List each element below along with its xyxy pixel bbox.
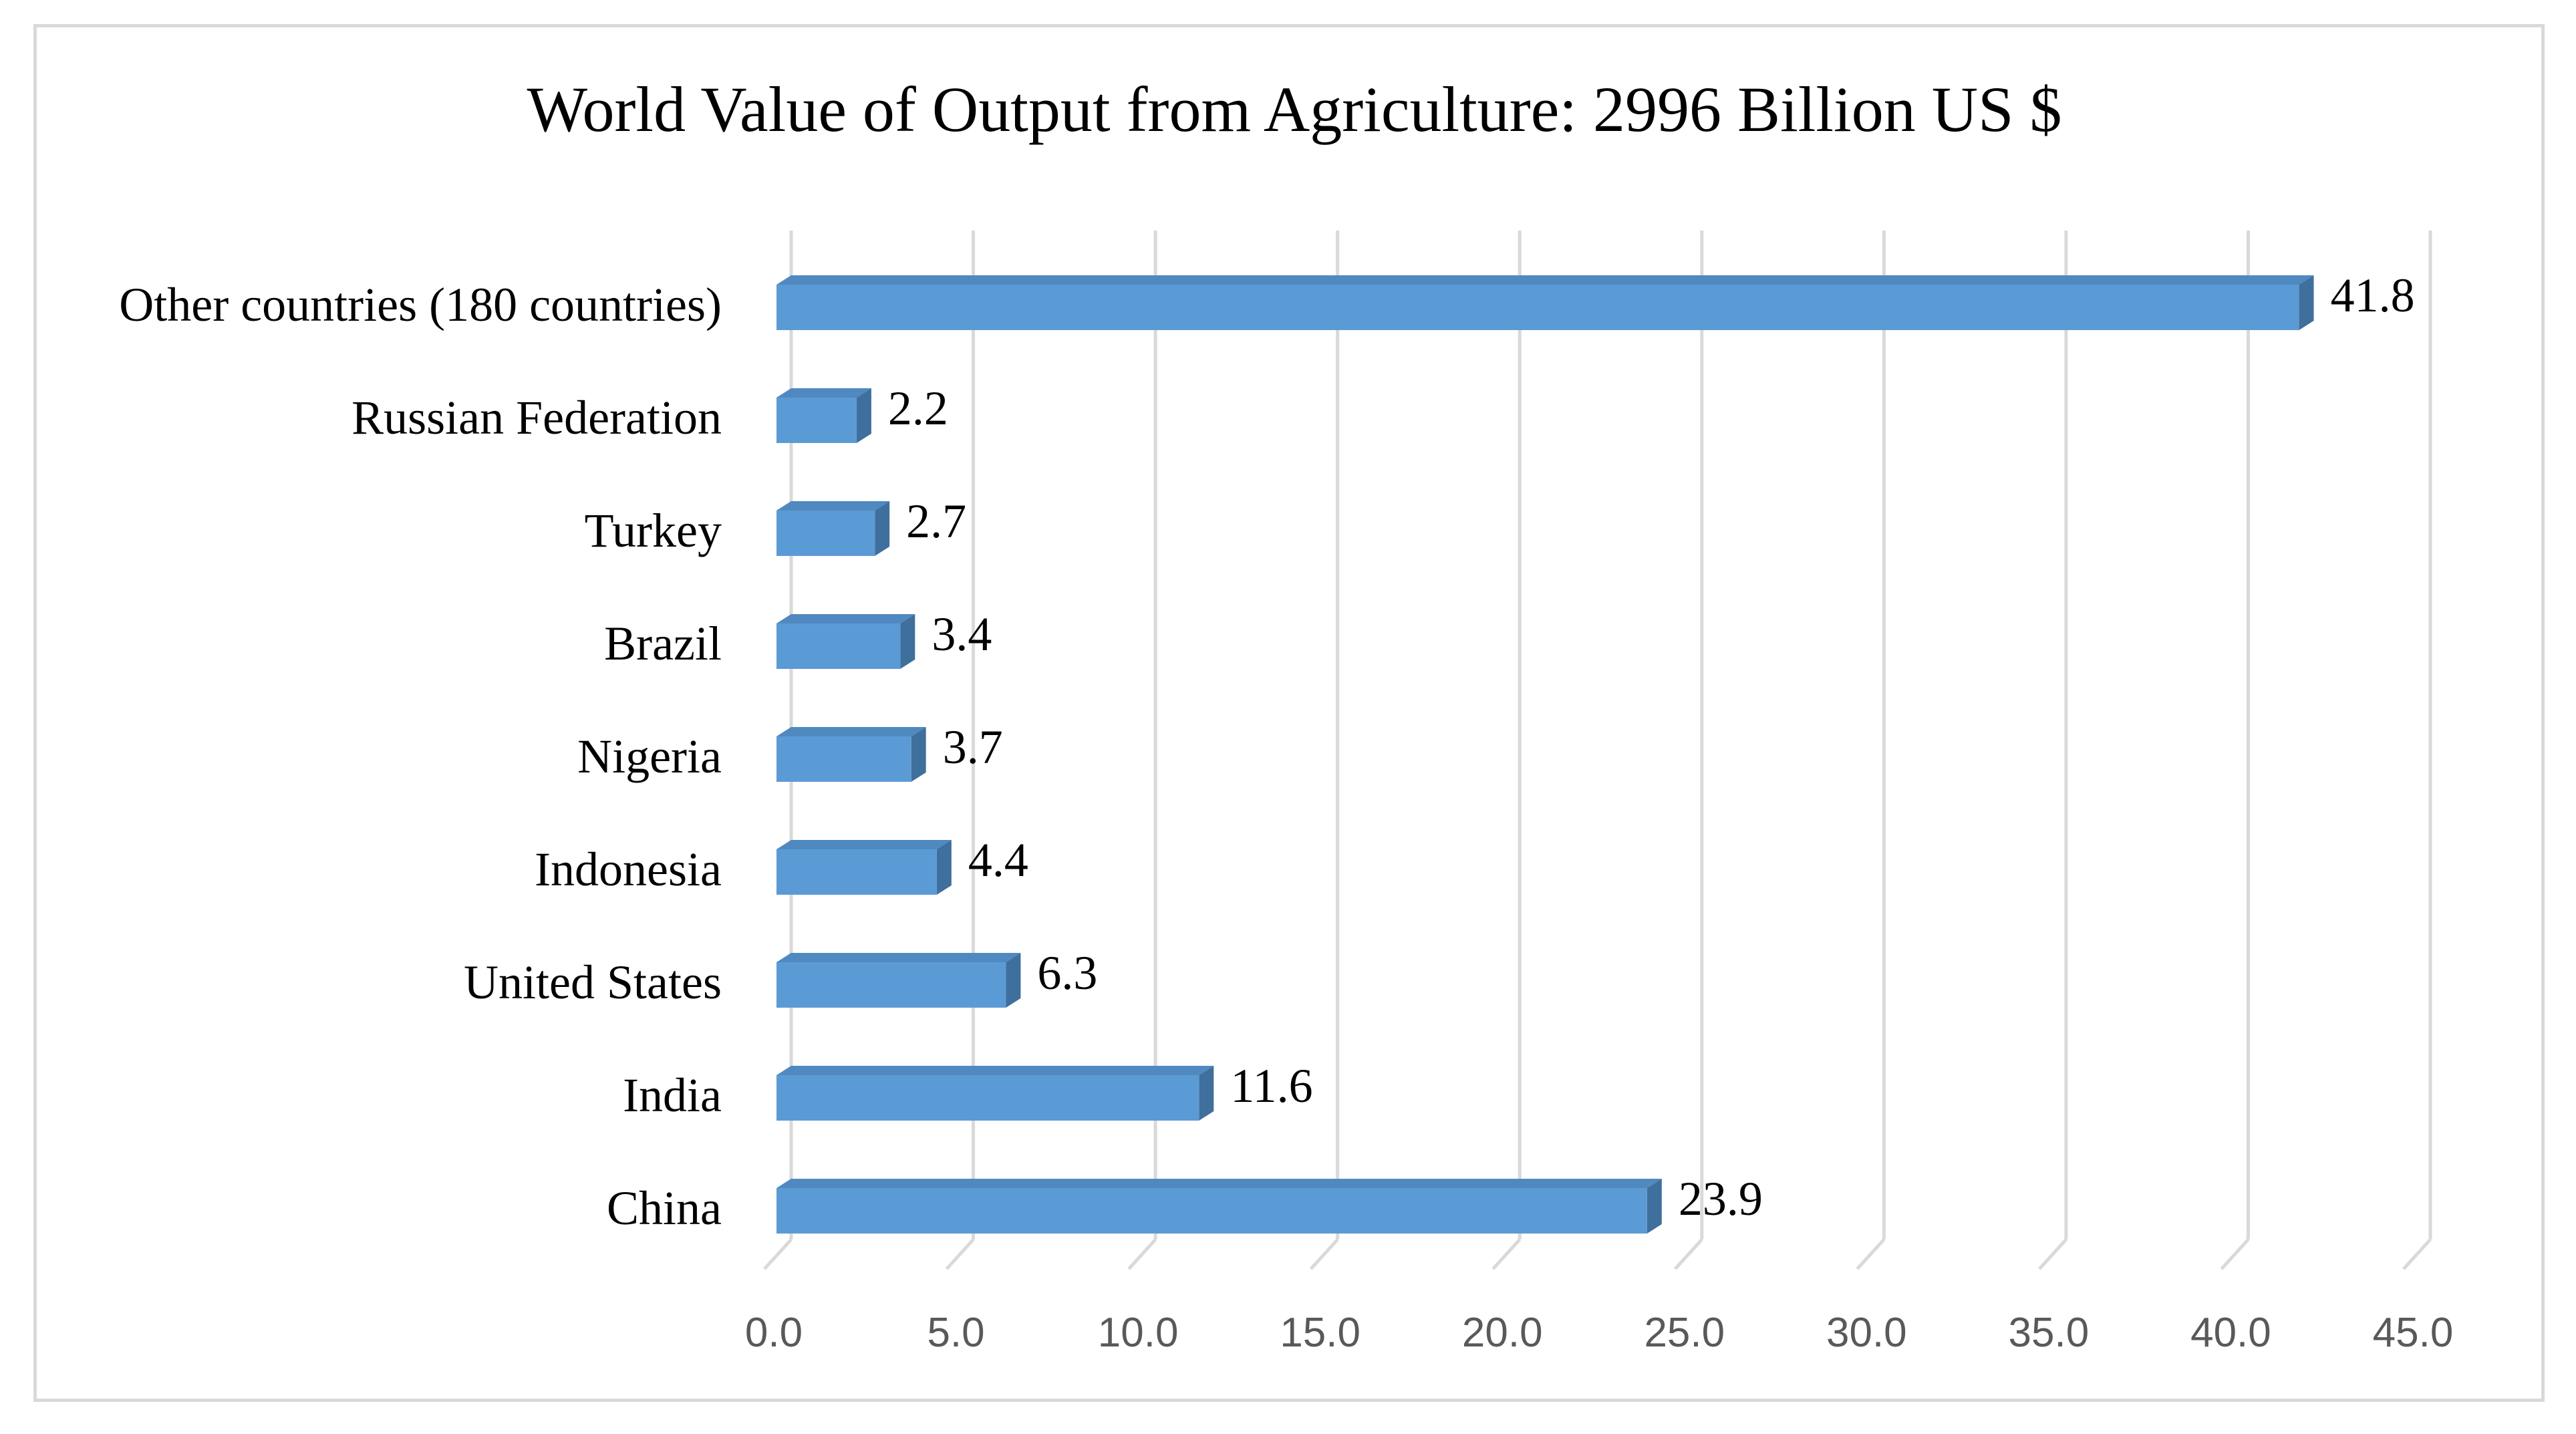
x-tick-label: 45.0 <box>2373 1310 2454 1356</box>
category-label: Nigeria <box>577 730 722 783</box>
bar-side <box>936 840 952 895</box>
bar-top <box>776 727 926 736</box>
category-label: Turkey <box>585 504 722 557</box>
x-tick-label: 40.0 <box>2190 1310 2271 1356</box>
data-label: 4.4 <box>968 833 1028 887</box>
bars <box>776 275 2314 1234</box>
gridline-floor <box>2038 1238 2067 1270</box>
bar-side <box>900 614 915 669</box>
bar-side <box>911 727 926 782</box>
category-label: India <box>623 1068 722 1122</box>
gridline-floor <box>2402 1238 2432 1270</box>
x-tick-label: 5.0 <box>927 1310 984 1356</box>
gridline-floor <box>1673 1238 1703 1270</box>
category-label: Indonesia <box>535 843 722 896</box>
bar-top <box>776 275 2314 285</box>
data-label: 3.7 <box>943 720 1003 774</box>
category-label: China <box>607 1181 722 1235</box>
bar-top <box>776 1179 1662 1188</box>
bar-side <box>875 501 890 556</box>
bar <box>776 623 901 669</box>
bar <box>776 736 911 782</box>
data-label: 2.7 <box>906 494 966 548</box>
x-tick-label: 35.0 <box>2009 1310 2090 1356</box>
gridline-floor <box>945 1238 975 1270</box>
bar-top <box>776 840 952 849</box>
bar-side <box>856 388 871 443</box>
bar-top <box>776 614 915 623</box>
bar-side <box>1006 953 1021 1008</box>
bar <box>776 1188 1647 1234</box>
bar <box>776 849 937 895</box>
x-tick-label: 15.0 <box>1280 1310 1361 1356</box>
x-tick-label: 30.0 <box>1826 1310 1907 1356</box>
category-label: Other countries (180 countries) <box>119 278 722 331</box>
gridline-floor <box>2220 1238 2250 1270</box>
gridline-floor <box>1127 1238 1157 1270</box>
bar-side <box>2299 275 2314 330</box>
x-tick-label: 0.0 <box>745 1310 803 1356</box>
labels: 0.0 5.0 10.0 15.0 20.0 25.0 30.0 35.0 40.0 45.0 Ot… <box>119 269 2453 1356</box>
gridline-floor <box>1491 1238 1522 1270</box>
chart-frame <box>33 24 2545 1402</box>
bar-top <box>776 953 1021 962</box>
data-label: 11.6 <box>1230 1059 1312 1113</box>
category-label: Brazil <box>604 617 722 670</box>
data-label: 2.2 <box>888 382 948 435</box>
bar-top <box>776 501 890 511</box>
x-tick-label: 25.0 <box>1644 1310 1725 1356</box>
data-label: 23.9 <box>1679 1172 1763 1226</box>
category-label: Russian Federation <box>351 391 722 444</box>
data-label: 41.8 <box>2331 269 2415 322</box>
bar-side <box>1199 1066 1214 1121</box>
gridline-floor <box>763 1238 793 1270</box>
bar <box>776 511 875 556</box>
gridline-floor <box>1856 1238 1886 1270</box>
x-tick-label: 10.0 <box>1098 1310 1179 1356</box>
bar-top <box>776 1066 1214 1075</box>
bar-side <box>1647 1179 1662 1234</box>
data-label: 6.3 <box>1037 946 1097 1000</box>
category-label: United States <box>464 956 722 1009</box>
bar <box>776 962 1006 1008</box>
bar <box>776 1075 1199 1121</box>
gridline-floor <box>1309 1238 1339 1270</box>
x-tick-label: 20.0 <box>1462 1310 1543 1356</box>
chart-title: World Value of Output from Agriculture: … <box>527 74 2062 145</box>
bar <box>776 285 2299 330</box>
data-label: 3.4 <box>932 607 992 661</box>
bar <box>776 398 857 443</box>
bar-top <box>776 388 871 398</box>
